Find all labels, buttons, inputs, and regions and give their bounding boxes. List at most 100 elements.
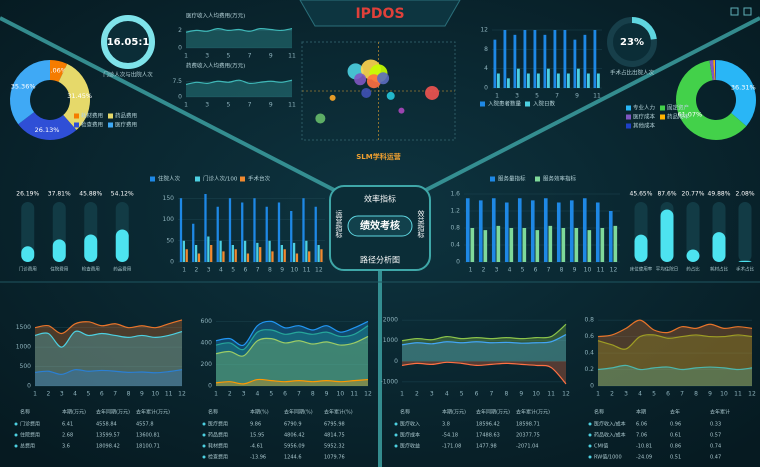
table-cell: -4.61 [250, 444, 263, 450]
y-tick-label: 0 [178, 45, 182, 52]
bar [522, 228, 527, 262]
table-header: 去年同期(%) [284, 409, 313, 416]
bar [271, 251, 274, 262]
y-tick-label: 1.2 [450, 208, 460, 215]
bar [317, 245, 320, 262]
line [185, 27, 293, 33]
line [215, 378, 369, 385]
legend-swatch [74, 122, 79, 128]
table-cell: 0.33 [710, 422, 721, 428]
bar [567, 73, 570, 88]
chart-title: 药费收入人均费用(万元) [186, 62, 245, 70]
bar [192, 223, 195, 262]
bar [302, 198, 305, 262]
table-cell: 9.86 [250, 422, 261, 428]
progress-fill [115, 229, 129, 262]
x-tick-label: 11 [303, 267, 311, 274]
chart-title: 医疗收入人均费用(万元) [186, 12, 245, 20]
x-tick-label: 11 [350, 391, 358, 398]
bar [179, 198, 183, 262]
bar [597, 73, 600, 88]
x-tick-label: 12 [748, 391, 756, 398]
bar [314, 206, 317, 262]
icon[interactable] [743, 7, 752, 16]
table-cell: -13.96 [250, 455, 266, 461]
table-cell: 4558.84 [96, 422, 117, 428]
x-tick-label: 3 [60, 391, 64, 398]
line [185, 79, 293, 85]
x-tick-label: 10 [532, 391, 540, 398]
progress-value: 49.88% [708, 191, 731, 198]
x-tick-label: 11 [288, 53, 296, 60]
progress-track [738, 202, 752, 262]
row-bullet [14, 444, 18, 448]
legend-label: 检查费用 [81, 121, 103, 129]
area [35, 319, 182, 386]
x-tick-label: 1 [33, 391, 37, 398]
bubble [315, 113, 326, 124]
icon[interactable] [730, 7, 739, 16]
bar [308, 251, 311, 262]
line [215, 325, 369, 351]
hub-top[interactable]: 效率指标 [364, 194, 396, 204]
hub-right[interactable]: 效益指标 [417, 209, 425, 239]
table-cell: 医疗费用 [208, 421, 228, 428]
progress-label: 检查费用 [82, 266, 100, 273]
x-tick-label: 2 [610, 391, 614, 398]
progress-value: 54.12% [111, 191, 134, 198]
y-tick-label: 400 [201, 339, 213, 346]
table-cell: 1244.6 [284, 455, 302, 461]
legend-label: 门诊人次/100 [203, 175, 238, 183]
diagonal-right [421, 16, 760, 194]
legend-label: 固定资产 [667, 104, 690, 112]
slice-label: 7.06% [46, 67, 67, 75]
x-tick-label: 10 [291, 267, 299, 274]
bar [197, 253, 201, 262]
bar [513, 34, 517, 88]
bar [283, 249, 286, 262]
bar [185, 249, 188, 262]
bar [470, 228, 475, 262]
legend-label: 入院日数 [533, 100, 556, 108]
hub-left[interactable]: 运营指标 [335, 210, 343, 239]
table-cell: 13600.81 [136, 433, 160, 439]
bar [478, 200, 483, 262]
x-tick-label: 8 [311, 391, 315, 398]
x-tick-label: 2 [228, 391, 232, 398]
legend-swatch [490, 176, 495, 182]
y-tick-label: 0 [208, 383, 212, 390]
legend-swatch [660, 114, 665, 120]
x-tick-label: 5 [269, 391, 273, 398]
bar [574, 228, 579, 262]
table-header: 本期(万元) [62, 409, 86, 416]
legend-swatch [108, 122, 113, 128]
table-cell: 4806.42 [284, 433, 305, 439]
table-header: 名称 [594, 409, 604, 416]
hub-center[interactable]: 绩效考核 [360, 219, 400, 232]
chart-title: SLM学科运营 [356, 152, 400, 161]
hub-pill[interactable] [347, 215, 413, 237]
y-tick-label: 0.6 [584, 333, 594, 340]
y-tick-label: 600 [201, 318, 213, 325]
legend-label: 住院人次 [158, 175, 181, 183]
table-header: 去年累计(万元) [516, 409, 550, 416]
gauge-ring [101, 15, 155, 69]
bar [608, 211, 613, 262]
table-cell: 5952.32 [324, 444, 345, 450]
x-tick-label: 3 [205, 53, 209, 60]
bar [504, 202, 509, 262]
table-header: 去年 [670, 409, 680, 416]
bar [320, 249, 323, 262]
bar [228, 198, 232, 262]
y-tick-label: 7.5 [172, 78, 182, 85]
bar [290, 211, 293, 262]
table-cell: 门诊费用 [20, 421, 40, 428]
x-tick-label: 5 [521, 267, 525, 274]
area [402, 334, 566, 362]
x-tick-label: 5 [87, 391, 91, 398]
x-tick-label: 3 [515, 93, 519, 100]
x-tick-label: 7 [256, 267, 260, 274]
hub-bottom[interactable]: 路径分析图 [360, 255, 400, 265]
table-cell: RW值/1000 [594, 454, 622, 461]
bar [548, 225, 553, 262]
